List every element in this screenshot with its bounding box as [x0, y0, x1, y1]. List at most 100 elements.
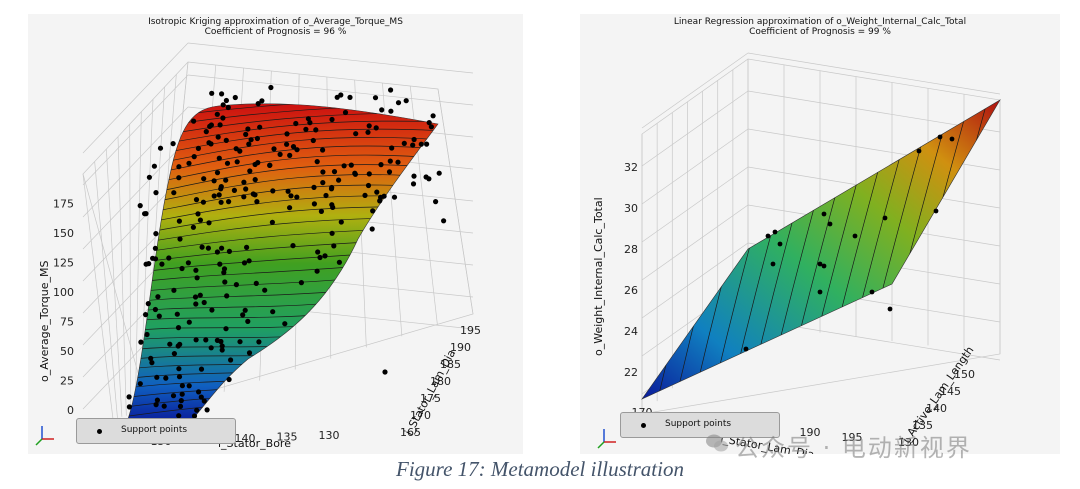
support-point [171, 190, 177, 196]
support-point [186, 319, 192, 325]
grid-line [641, 204, 749, 281]
support-point [142, 211, 148, 217]
support-point [153, 231, 159, 237]
support-point [226, 376, 232, 383]
support-point [256, 339, 262, 345]
support-point [205, 245, 211, 251]
support-point [323, 192, 329, 199]
grid-line [641, 52, 749, 129]
regression-subtitle-line: Coefficient of Prognosis = 99 % [749, 27, 891, 37]
support-point [388, 87, 394, 93]
support-point [430, 113, 436, 119]
support-point [224, 160, 231, 166]
support-point [146, 174, 152, 180]
support-point [305, 116, 311, 122]
support-point [193, 301, 199, 307]
support-point [233, 282, 239, 288]
z-tick-label: 0 [67, 404, 74, 417]
regression-support-points [743, 134, 955, 352]
support-point [201, 299, 207, 306]
support-point [271, 146, 277, 152]
support-point [365, 129, 371, 135]
regression-plot-title: Linear Regression approximation of o_Wei… [580, 17, 1060, 37]
support-point [177, 403, 184, 409]
support-point [219, 347, 225, 353]
support-point [206, 220, 212, 226]
support-point [772, 229, 778, 235]
support-point [246, 350, 253, 356]
y-tick-label: 140 [926, 402, 947, 415]
y-tick-label: 165 [400, 426, 421, 439]
regression-z-axis-label: o_Weight_Internal_Calc_Total [592, 197, 605, 356]
support-point [226, 248, 232, 254]
support-point [154, 374, 160, 380]
support-point [362, 192, 368, 198]
support-point [211, 193, 217, 199]
support-point [200, 199, 206, 205]
support-point [241, 194, 247, 200]
contour-line [128, 103, 438, 106]
grid-line [82, 173, 114, 420]
support-point [821, 263, 827, 269]
support-point [268, 84, 274, 91]
support-point [342, 109, 349, 116]
regression-title-line: Linear Regression approximation of o_Wei… [673, 17, 967, 27]
support-point [916, 148, 922, 154]
support-point [303, 126, 309, 132]
grid-line [105, 149, 123, 417]
support-point [282, 321, 288, 327]
support-point [203, 337, 209, 343]
support-point [216, 192, 222, 198]
z-tick-label: 25 [60, 375, 74, 388]
support-point [191, 118, 197, 124]
support-point [937, 134, 943, 140]
support-point [933, 208, 939, 214]
support-point [424, 141, 430, 147]
support-point [329, 116, 335, 123]
kriging-3d-plot[interactable]: 0255075100125150175150145140135130165170… [28, 14, 523, 454]
support-point [151, 163, 157, 169]
support-point [179, 391, 185, 397]
support-point [320, 180, 326, 186]
support-point [314, 159, 320, 165]
support-point [221, 266, 228, 272]
y-tick-label: 150 [954, 368, 975, 381]
support-point [240, 312, 246, 318]
support-point [193, 197, 200, 203]
support-point [146, 261, 152, 267]
grid-line [641, 128, 749, 205]
support-point [220, 102, 226, 108]
support-point [322, 253, 328, 259]
support-point [223, 137, 229, 143]
support-point [254, 199, 260, 205]
figure-caption: Figure 17: Metamodel illustration [396, 457, 684, 481]
support-point [185, 260, 191, 266]
z-tick-label: 125 [53, 257, 74, 270]
kriging-legend[interactable]: Support points [76, 418, 236, 444]
y-tick-label: 130 [898, 436, 919, 449]
support-point [226, 199, 232, 205]
support-point [433, 199, 439, 205]
support-point [338, 92, 344, 98]
contour-line [973, 100, 1000, 399]
support-point [426, 120, 432, 126]
support-point [144, 331, 150, 338]
support-point [352, 170, 358, 176]
support-point-marker-icon [641, 423, 646, 428]
support-point [224, 293, 230, 299]
support-point [411, 173, 417, 179]
support-point [348, 162, 354, 168]
support-point [827, 221, 833, 227]
support-point [209, 90, 215, 96]
regression-3d-plot[interactable]: 222426283032170185190195130135140145150 … [580, 14, 1060, 454]
support-point [138, 339, 144, 345]
regression-legend[interactable]: Support points [620, 412, 780, 438]
grid-line [187, 42, 474, 74]
y-tick-label: 180 [430, 375, 451, 388]
support-point [246, 258, 252, 264]
wechat-watermark-icon [706, 434, 728, 452]
support-point [410, 142, 416, 148]
grid-line [82, 106, 189, 218]
support-point [882, 215, 888, 221]
support-point [234, 159, 240, 165]
